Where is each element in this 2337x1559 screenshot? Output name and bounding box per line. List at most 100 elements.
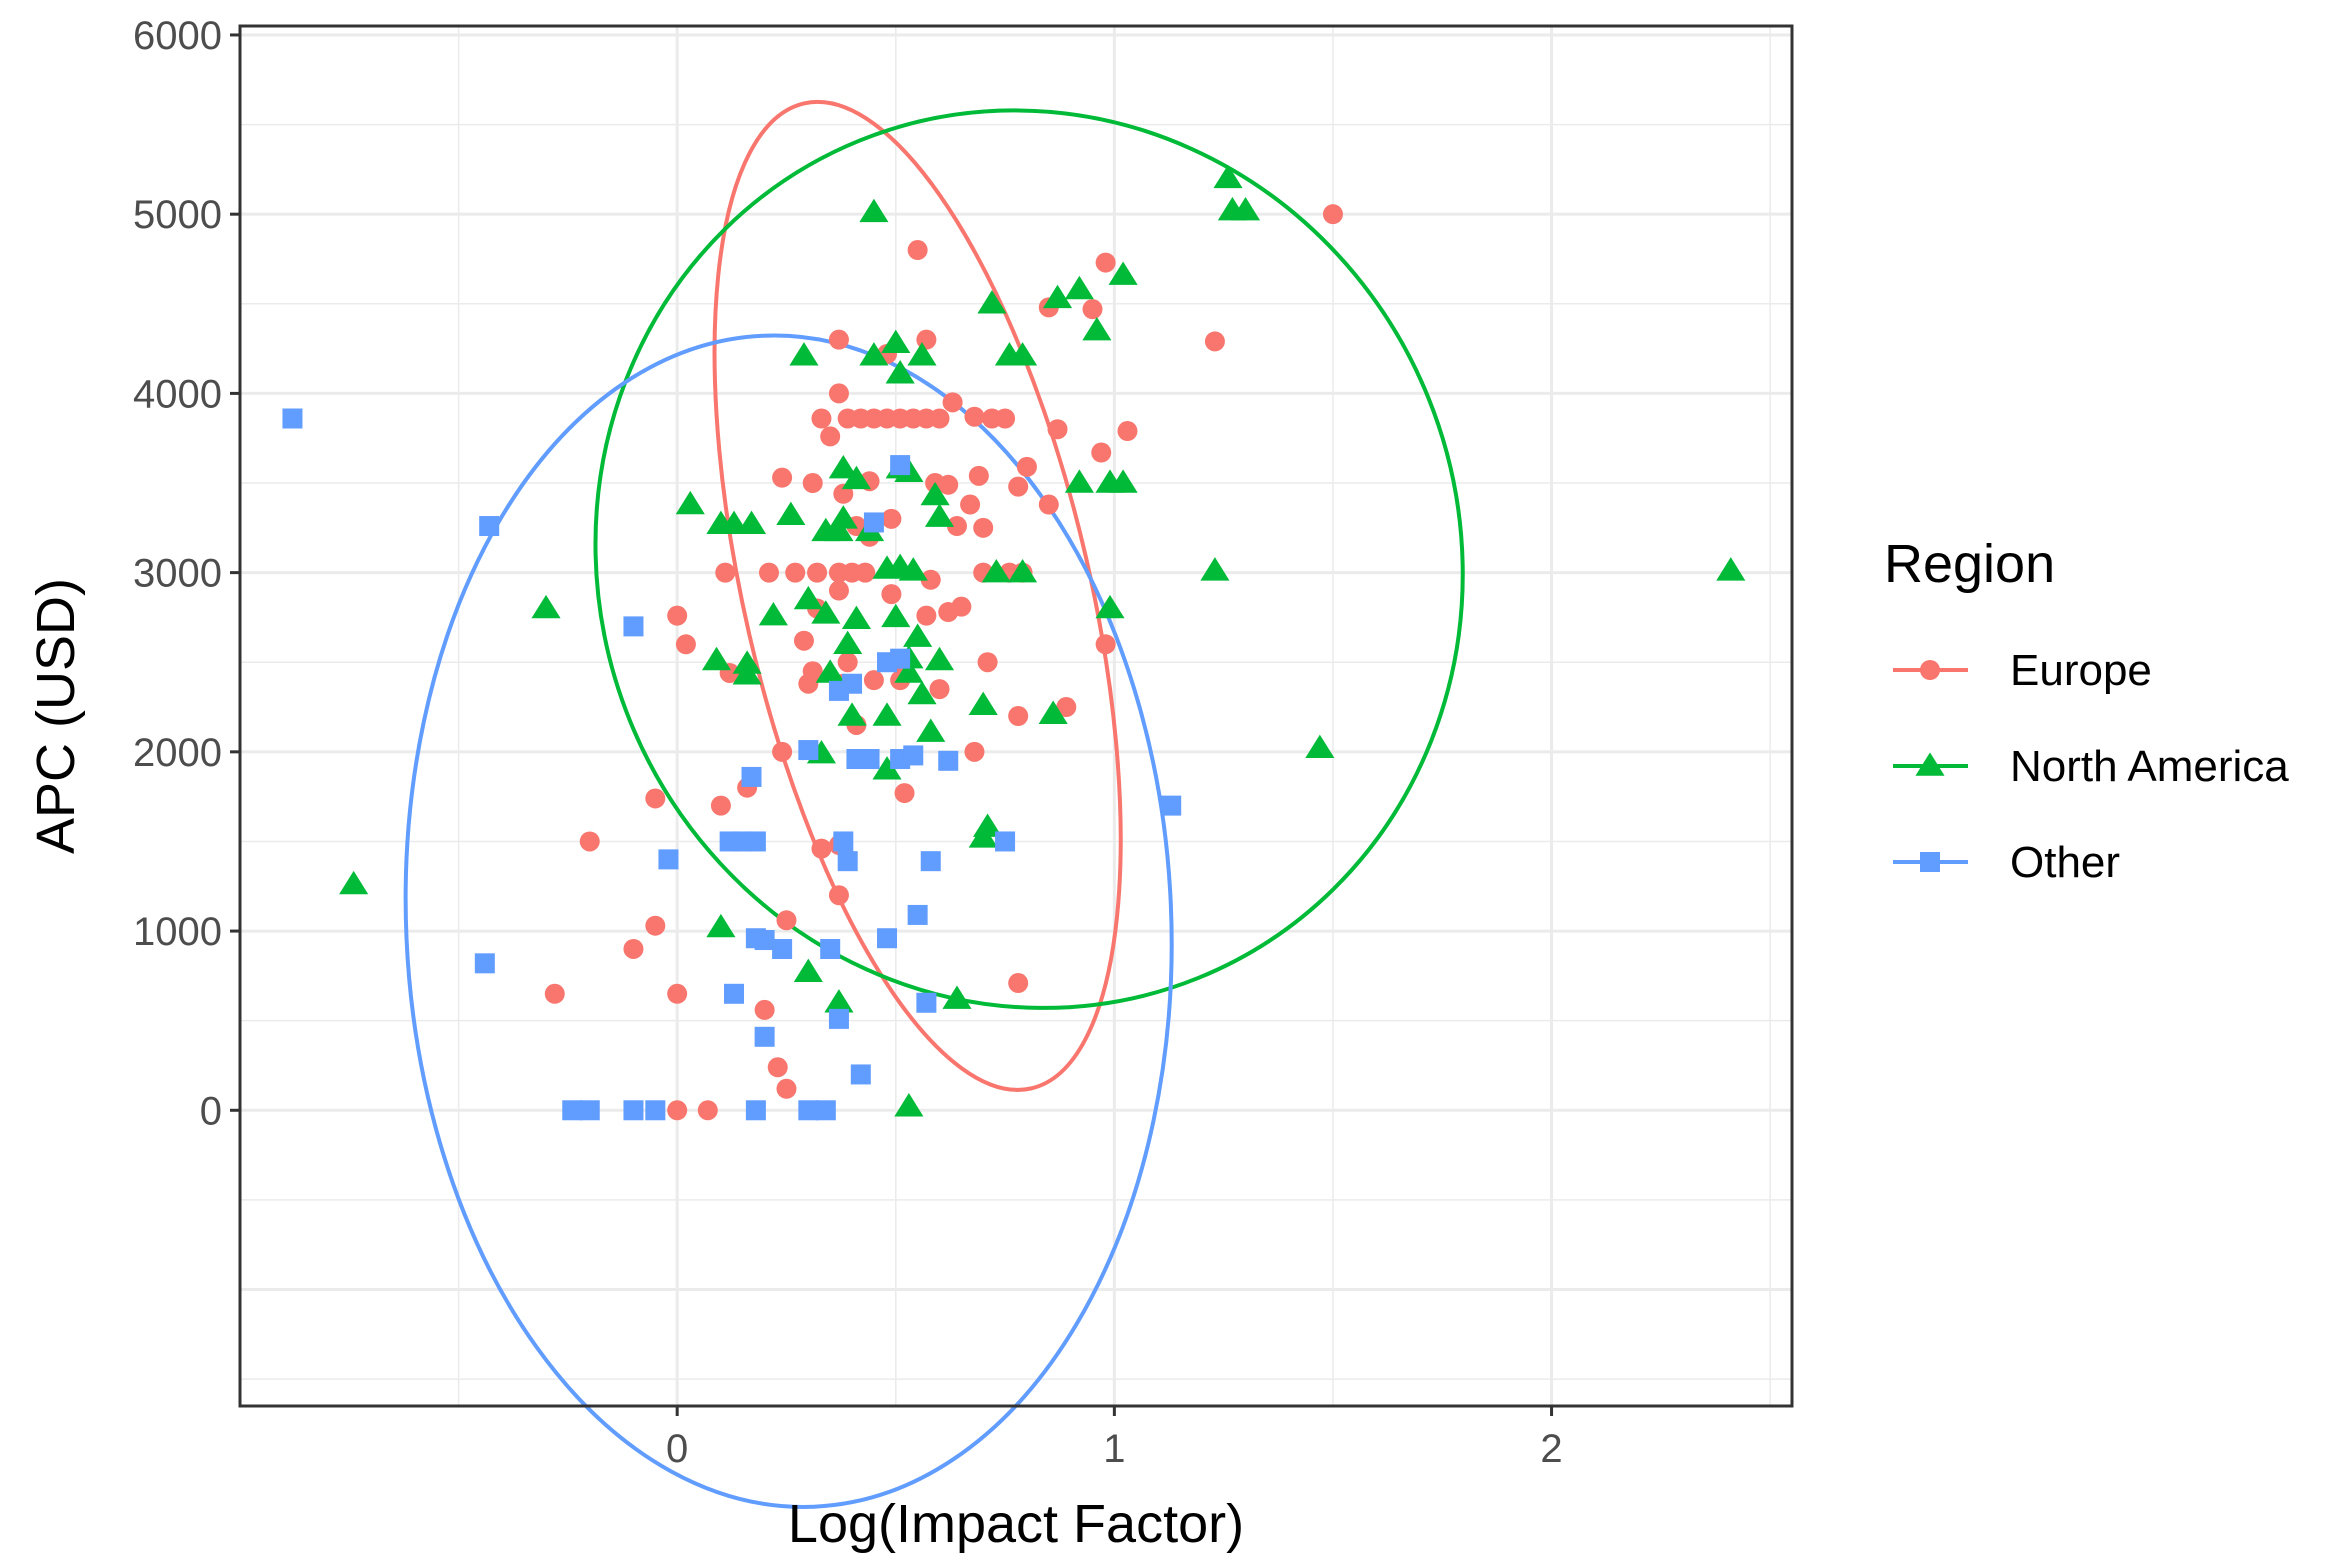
data-point-europe	[894, 783, 915, 804]
data-point-north-america	[903, 623, 933, 647]
data-point-europe	[1008, 973, 1029, 994]
data-point-north-america	[1200, 557, 1230, 581]
data-point-other	[815, 1100, 836, 1121]
data-point-north-america	[824, 517, 854, 542]
data-point-other	[890, 648, 911, 669]
data-point-north-america	[968, 824, 998, 848]
data-point-north-america	[1095, 594, 1125, 619]
data-point-other	[890, 455, 911, 476]
data-point-north-america	[758, 601, 788, 626]
data-point-europe	[973, 517, 994, 538]
y-tick-label: 5000	[133, 193, 222, 237]
data-point-europe	[802, 473, 823, 494]
data-point-other	[907, 904, 928, 925]
data-point-north-america	[815, 659, 845, 683]
data-point-other	[479, 516, 500, 537]
data-point-europe	[1082, 299, 1103, 320]
data-point-other	[772, 938, 793, 959]
data-point-other	[938, 750, 959, 771]
y-axis: 0 1000 2000 3000 4000 5000 6000	[133, 14, 240, 1133]
data-point-europe	[916, 605, 937, 626]
y-tick-label: 2000	[133, 731, 222, 775]
legend-key-square	[1920, 852, 1940, 872]
data-point-europe	[828, 885, 849, 906]
legend-label-north-america: North America	[2010, 742, 2289, 791]
data-point-europe	[772, 741, 793, 762]
data-point-europe	[758, 562, 779, 583]
plot-panel-border	[238, 24, 1794, 1408]
y-tick-label: 1000	[133, 910, 222, 954]
data-point-north-america	[736, 510, 767, 534]
data-point-europe	[785, 562, 806, 583]
data-point-europe	[946, 516, 967, 537]
data-point-europe	[1095, 252, 1116, 273]
data-point-north-america	[894, 1093, 924, 1117]
data-point-europe	[667, 983, 688, 1004]
y-tick-label: 0	[200, 1089, 222, 1133]
data-point-north-america	[1305, 734, 1335, 759]
data-point-other	[658, 849, 679, 870]
legend-label-europe: Europe	[2010, 646, 2152, 695]
data-point-europe	[837, 652, 858, 673]
data-point-europe	[1016, 456, 1037, 477]
data-point-north-america	[977, 290, 1007, 314]
x-tick-label: 1	[1103, 1427, 1125, 1471]
y-axis-title: APC (USD)	[26, 578, 86, 854]
data-point-europe	[772, 467, 793, 488]
data-point-europe	[776, 910, 797, 931]
data-point-europe	[1091, 442, 1112, 463]
data-point-other	[623, 1100, 644, 1121]
data-point-other	[623, 616, 644, 637]
data-point-other	[859, 749, 880, 770]
data-point-europe	[811, 838, 832, 859]
legend-key-triangle	[1915, 752, 1945, 776]
data-point-north-america	[1038, 700, 1068, 724]
data-point-other	[754, 1026, 775, 1047]
data-point-other	[579, 1100, 600, 1121]
data-point-other	[282, 408, 303, 429]
data-point-north-america	[920, 481, 950, 506]
data-point-europe	[645, 788, 666, 809]
data-point-europe	[929, 679, 950, 700]
data-point-north-america	[531, 594, 561, 619]
data-point-north-america	[1082, 317, 1112, 341]
data-point-north-america	[1042, 284, 1073, 309]
data-point-other	[833, 831, 854, 852]
x-tick-label: 2	[1540, 1427, 1562, 1471]
data-point-north-america	[833, 630, 863, 655]
data-point-europe	[977, 652, 998, 673]
data-point-other	[828, 680, 849, 701]
data-point-other	[562, 1100, 583, 1121]
y-tick-label: 4000	[133, 372, 222, 416]
data-point-europe	[754, 999, 775, 1020]
x-axis-title: Log(Impact Factor)	[788, 1494, 1244, 1554]
data-point-europe	[881, 584, 902, 605]
data-point-europe	[1008, 476, 1029, 497]
data-point-north-america	[793, 958, 823, 983]
y-tick-label: 3000	[133, 552, 222, 596]
data-point-other	[828, 1008, 849, 1029]
data-point-other	[916, 992, 937, 1013]
data-point-north-america	[924, 646, 955, 671]
data-point-europe	[828, 329, 849, 350]
data-point-north-america	[732, 661, 762, 685]
data-point-europe	[964, 741, 985, 762]
data-point-europe	[1056, 697, 1077, 718]
data-point-europe	[793, 630, 814, 651]
data-point-north-america	[1007, 342, 1038, 366]
data-point-europe	[981, 408, 1002, 429]
data-points	[282, 164, 1746, 1121]
data-point-europe	[710, 795, 731, 816]
data-point-north-america	[1108, 261, 1138, 285]
data-point-europe	[798, 673, 819, 694]
data-point-europe	[623, 938, 644, 959]
data-point-other	[754, 930, 775, 951]
data-point-europe	[715, 562, 736, 583]
data-point-europe	[964, 406, 985, 427]
legend-item-europe: Europe	[1893, 646, 2152, 695]
x-tick-label: 0	[666, 1427, 688, 1471]
data-point-north-america	[881, 329, 911, 353]
data-point-europe	[776, 1078, 797, 1099]
data-point-north-america	[968, 691, 998, 715]
